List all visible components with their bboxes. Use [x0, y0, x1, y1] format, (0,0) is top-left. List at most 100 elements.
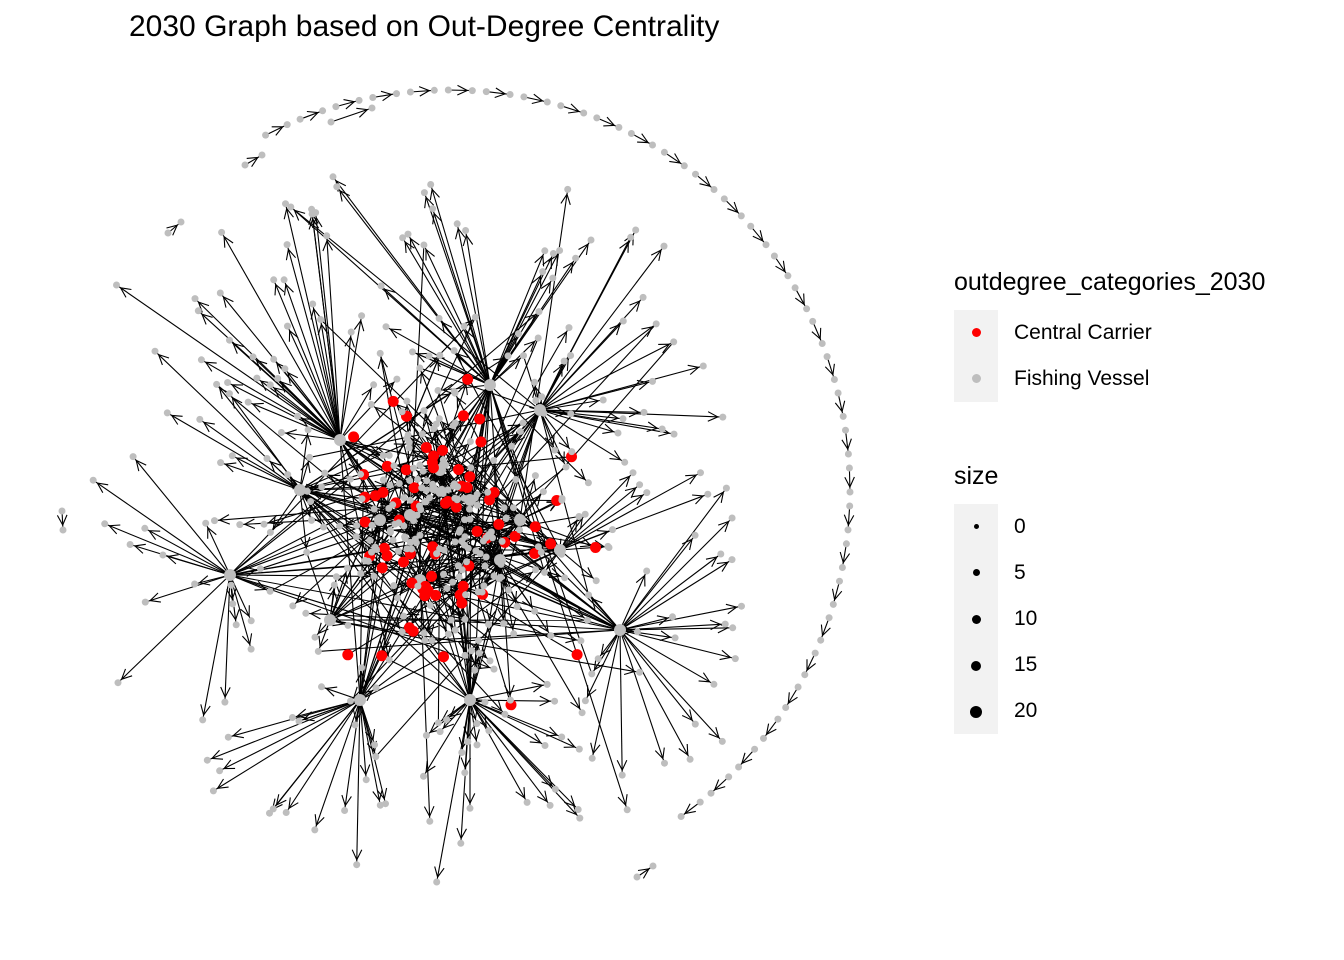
fishing-vessel-node [539, 268, 547, 276]
fishing-vessel-node [561, 574, 569, 582]
fishing-vessel-node [317, 316, 325, 323]
fishing-vessel-node [618, 771, 626, 779]
central-carrier-node [400, 464, 412, 476]
arrowhead [578, 243, 589, 255]
edge [299, 489, 403, 633]
arrowhead [635, 574, 646, 587]
arrowhead [600, 643, 612, 656]
fishing-vessel-node [433, 878, 441, 886]
fishing-vessel-node [353, 861, 361, 869]
fishing-vessel-node [568, 448, 576, 456]
fishing-vessel-node [202, 519, 210, 527]
arrowhead [235, 457, 248, 468]
fishing-vessel-node [718, 737, 726, 745]
arrowhead [404, 241, 415, 254]
fishing-vessel-node [258, 151, 266, 159]
fishing-vessel-node [691, 531, 699, 539]
fishing-vessel-node [501, 710, 509, 718]
fishing-vessel-node [320, 523, 327, 531]
fishing-vessel-node [225, 390, 233, 398]
edge [489, 250, 561, 386]
arrowhead [824, 363, 835, 376]
arrowhead [306, 110, 320, 121]
fishing-vessel-node [435, 415, 443, 423]
fishing-vessel-node [444, 486, 452, 494]
edge [247, 401, 341, 441]
edge [311, 209, 341, 441]
fishing-vessel-node [410, 464, 417, 472]
fishing-vessel-node [191, 580, 199, 588]
arrowhead [108, 524, 121, 535]
edge [453, 350, 561, 551]
fishing-vessel-node [434, 387, 442, 394]
edge [329, 550, 477, 621]
edge [320, 319, 341, 441]
edge [750, 225, 767, 246]
fishing-vessel-node [443, 584, 451, 592]
fishing-vessel-node [809, 317, 817, 325]
fishing-vessel-node [464, 544, 472, 552]
edge [559, 516, 580, 551]
fishing-vessel-node [453, 220, 461, 228]
edge [474, 384, 491, 671]
fishing-vessel-node [632, 226, 640, 234]
edge [619, 629, 623, 776]
arrowhead [542, 256, 552, 269]
fishing-vessel-node [282, 809, 290, 816]
fishing-vessel-node [558, 495, 566, 502]
fishing-vessel-node [420, 407, 428, 415]
fishing-vessel-node [588, 670, 596, 678]
central-carrier-node [529, 548, 541, 559]
edge [356, 699, 361, 865]
edge [469, 699, 580, 750]
arrowhead [563, 738, 576, 748]
arrowhead [456, 444, 468, 456]
arrowhead [843, 514, 855, 527]
edge [339, 378, 398, 441]
fishing-vessel-node [482, 88, 490, 96]
arrowhead [283, 207, 294, 220]
arrowhead [202, 421, 215, 433]
fishing-vessel-node [444, 86, 452, 94]
edge [499, 559, 515, 634]
edge [299, 489, 491, 662]
edge [469, 699, 546, 746]
edge [284, 203, 341, 441]
fishing-vessel-node [126, 541, 134, 548]
edge [167, 412, 301, 491]
size-legend-title: size [954, 462, 999, 490]
fishing-vessel-node [414, 582, 422, 590]
arrowhead [300, 433, 312, 446]
legend-key-central-carrier [954, 310, 998, 356]
edge [359, 699, 387, 804]
fishing-vessel-node [523, 798, 531, 806]
fishing-vessel-node [846, 488, 854, 496]
fishing-vessel-node [394, 547, 402, 555]
fishing-vessel-node [283, 241, 291, 249]
edge [132, 456, 231, 576]
arrowhead [383, 288, 396, 300]
edge [229, 502, 397, 576]
edge [347, 559, 501, 656]
fishing-vessel-node [574, 806, 582, 813]
fishing-vessel-node [426, 817, 434, 825]
arrowhead [120, 668, 133, 681]
edge [489, 257, 577, 386]
fishing-vessel-node [473, 501, 481, 509]
fishing-vessel-node [520, 352, 527, 360]
fishing-vessel-node [633, 628, 641, 636]
edge [336, 576, 471, 701]
fishing-vessel-node [487, 528, 495, 536]
edge [314, 699, 361, 831]
fishing-vessel-node [330, 581, 338, 589]
fishing-vessel-node [510, 630, 518, 638]
edge [489, 277, 554, 386]
fishing-vessel-node [471, 666, 479, 674]
fishing-vessel-node [721, 620, 729, 628]
fishing-vessel-node [347, 328, 355, 336]
arrowhead [844, 476, 855, 489]
fishing-vessel-node [394, 594, 401, 602]
arrowhead [713, 491, 725, 504]
arrowhead [515, 787, 526, 800]
